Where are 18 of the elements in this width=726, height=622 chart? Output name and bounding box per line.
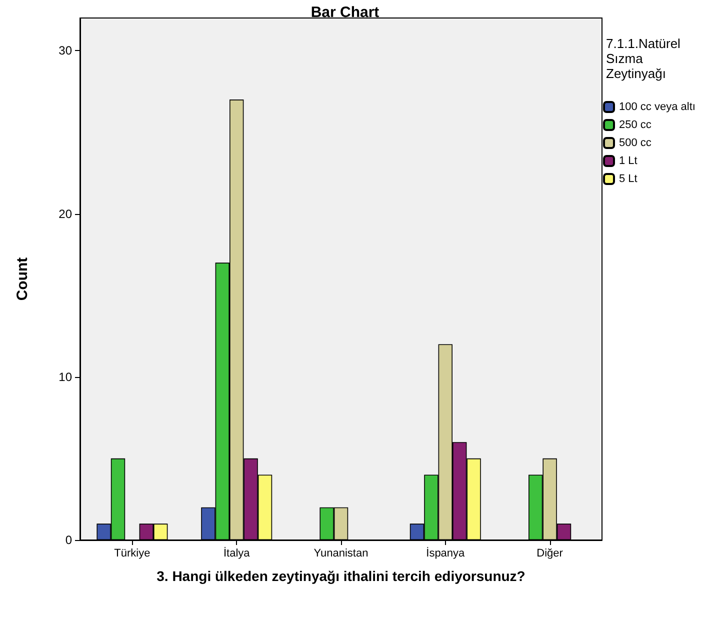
x-axis-title: 3. Hangi ülkeden zeytinyağı ithalini tercih ediyorsunuz? — [156, 568, 526, 584]
legend-label: 250 cc — [619, 119, 652, 131]
y-tick-label: 30 — [58, 44, 72, 58]
legend-label: 5 Lt — [619, 173, 638, 185]
x-tick-label: Diğer — [536, 548, 564, 560]
x-tick-label: İtalya — [223, 546, 251, 560]
legend-label: 500 cc — [619, 137, 652, 149]
x-tick-label: İspanya — [426, 546, 466, 560]
legend-label: 1 Lt — [619, 155, 638, 167]
x-tick-label: Türkiye — [114, 548, 150, 560]
chart-title: Bar Chart — [310, 4, 380, 21]
legend-label: 100 cc veya altı — [619, 101, 696, 113]
y-tick-label: 20 — [58, 206, 72, 221]
y-axis-title: Count — [14, 257, 31, 301]
y-tick-label: 0 — [65, 533, 72, 547]
y-tick-label: 10 — [58, 370, 72, 384]
legend-title: 7.1.1.Natürel Sızma Zeytinyağı — [606, 36, 684, 81]
x-tick-label: Yunanistan — [314, 548, 368, 560]
